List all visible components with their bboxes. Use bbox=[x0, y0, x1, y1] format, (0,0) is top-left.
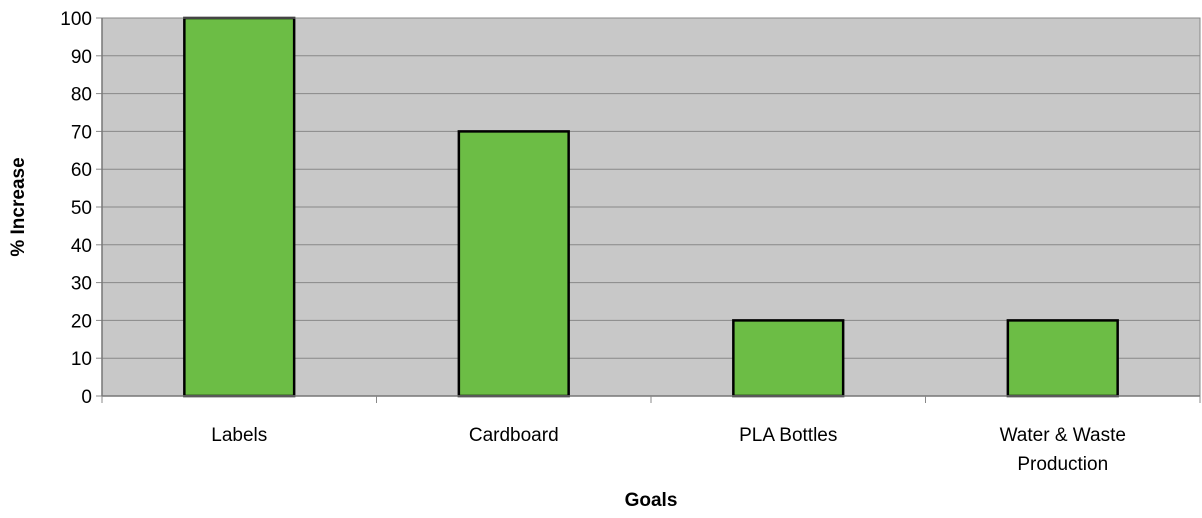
x-category-label-line: PLA Bottles bbox=[739, 425, 837, 446]
y-tick-label: 0 bbox=[81, 387, 92, 408]
bar-0 bbox=[183, 16, 296, 398]
y-tick-label: 100 bbox=[60, 9, 92, 30]
y-tick-label: 90 bbox=[71, 47, 92, 68]
y-tick-label: 30 bbox=[71, 274, 92, 295]
y-tick-label: 80 bbox=[71, 85, 92, 106]
bar-2 bbox=[732, 319, 845, 398]
x-category-label: Cardboard bbox=[469, 425, 559, 446]
y-tick-label: 60 bbox=[71, 160, 92, 181]
x-category-label-line: Production bbox=[1017, 454, 1108, 475]
y-tick-label: 40 bbox=[71, 236, 92, 257]
x-category-label: PLA Bottles bbox=[739, 425, 837, 446]
bars bbox=[183, 16, 1119, 398]
y-tick-label: 70 bbox=[71, 122, 92, 143]
x-category-label-line: Labels bbox=[211, 425, 267, 446]
x-category-label: Water & Waste Production bbox=[1000, 425, 1126, 475]
axes bbox=[96, 17, 1201, 403]
y-tick-labels: 0 10 20 30 40 50 60 70 80 90 100 bbox=[60, 9, 92, 408]
x-axis-title: Goals bbox=[625, 490, 678, 511]
bar-1 bbox=[457, 130, 570, 398]
bar-3 bbox=[1006, 319, 1119, 398]
y-axis-title: % Increase bbox=[8, 157, 29, 256]
y-tick-label: 10 bbox=[71, 349, 92, 370]
x-category-label-line: Cardboard bbox=[469, 425, 559, 446]
x-category-label-line: Water & Waste bbox=[1000, 425, 1126, 446]
x-category-labels: Labels Cardboard PLA Bottles Water & Waste P… bbox=[211, 425, 1126, 475]
y-tick-label: 20 bbox=[71, 311, 92, 332]
x-category-label: Labels bbox=[211, 425, 267, 446]
y-tick-label: 50 bbox=[71, 198, 92, 219]
